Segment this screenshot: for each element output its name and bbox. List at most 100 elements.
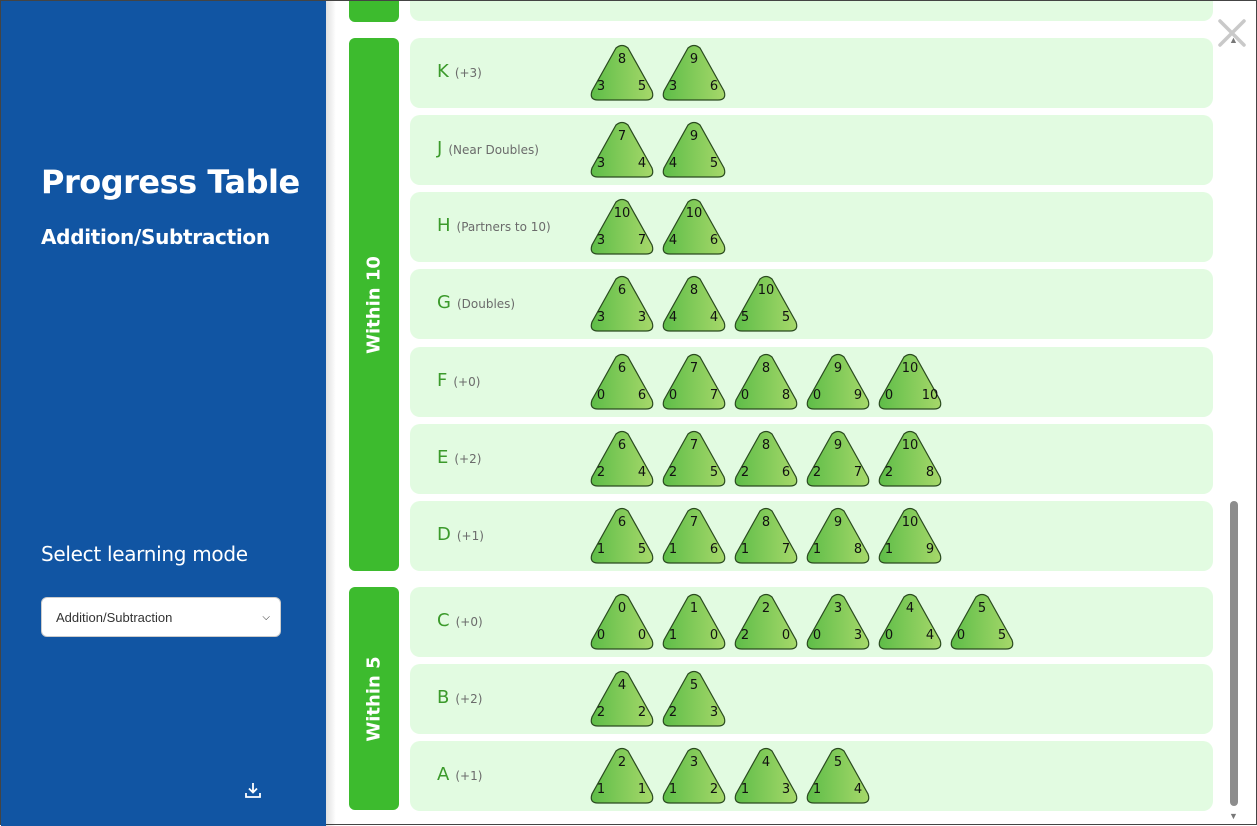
triangle-sum: 2 (761, 601, 771, 616)
triangle-addend-left: 3 (596, 310, 606, 325)
learning-mode-select[interactable]: Addition/Subtraction ⌵ (41, 597, 281, 637)
triangle-addend-left: 2 (740, 465, 750, 480)
triangle-shape (806, 430, 870, 487)
scroll-down-icon[interactable]: ▼ (1229, 811, 1238, 821)
close-icon[interactable] (1216, 17, 1248, 49)
triangle-shape (662, 198, 726, 255)
triangle-addend-right: 7 (709, 388, 719, 403)
triangle-addend-left: 0 (668, 388, 678, 403)
triangle-shape (806, 507, 870, 564)
group-bar-within-5: Within 5 (349, 587, 399, 810)
triangle-addend-right: 4 (925, 628, 935, 643)
triangle-addend-right: 6 (709, 79, 719, 94)
triangle-sum: 5 (689, 678, 699, 693)
triangle-shape (878, 353, 942, 410)
row-strategy-note: (+2) (454, 452, 482, 466)
triangle-shape (806, 353, 870, 410)
fact-triangle[interactable]: 10 4 6 (660, 198, 728, 258)
triangle-shape (734, 353, 798, 410)
triangle-shape (590, 747, 654, 804)
triangle-shape (734, 275, 798, 332)
triangle-sum: 9 (689, 52, 699, 67)
fact-triangle[interactable]: 10 2 8 (876, 430, 944, 490)
triangle-addend-right: 4 (709, 310, 719, 325)
triangle-addend-left: 2 (596, 465, 606, 480)
scroll-up-icon[interactable]: ▲ (1229, 35, 1238, 45)
scrollbar-thumb[interactable] (1230, 501, 1238, 806)
triangle-sum: 10 (685, 206, 703, 221)
table-row: D (+1) 6 1 5 7 1 6 8 1 7 9 1 8 10 1 9 (410, 501, 1213, 571)
table-row: K (+3) 8 3 5 9 3 6 (410, 38, 1213, 108)
fact-triangle[interactable]: 10 5 5 (732, 275, 800, 335)
triangle-shape (590, 593, 654, 650)
triangle-addend-right: 0 (637, 628, 647, 643)
table-row: A (+1) 2 1 1 3 1 2 4 1 3 5 1 4 (410, 741, 1213, 811)
triangle-addend-left: 2 (884, 465, 894, 480)
triangle-addend-right: 9 (853, 388, 863, 403)
row-letter: F (437, 370, 448, 391)
table-row-partial (410, 1, 1213, 21)
triangle-shape (590, 670, 654, 727)
triangle-shape (662, 275, 726, 332)
triangle-shape (662, 593, 726, 650)
fact-triangle[interactable]: 10 3 7 (588, 198, 656, 258)
group-label: Within 10 (363, 255, 385, 354)
row-strategy-note: (+0) (453, 375, 481, 389)
triangle-addend-left: 0 (956, 628, 966, 643)
triangle-shape (734, 430, 798, 487)
triangle-shape (662, 121, 726, 178)
triangle-sum: 0 (617, 601, 627, 616)
fact-triangle[interactable]: 10 0 10 (876, 353, 944, 413)
table-row: B (+2) 4 2 2 5 2 3 (410, 664, 1213, 734)
group-bar-partial (349, 1, 399, 22)
row-strategy-note: (+1) (456, 529, 484, 543)
row-letter: B (437, 687, 450, 708)
fact-triangle[interactable]: 10 1 9 (876, 507, 944, 567)
page-title: Progress Table (41, 163, 300, 201)
triangle-addend-right: 6 (709, 542, 719, 557)
triangle-addend-right: 9 (925, 542, 935, 557)
triangle-addend-right: 7 (781, 542, 791, 557)
triangle-shape (590, 507, 654, 564)
triangle-addend-right: 5 (709, 156, 719, 171)
triangle-addend-right: 3 (709, 705, 719, 720)
sidebar: Progress Table Addition/Subtraction Sele… (1, 1, 326, 826)
triangle-sum: 8 (617, 52, 627, 67)
triangle-sum: 9 (833, 361, 843, 376)
triangle-shape (662, 670, 726, 727)
table-row: E (+2) 6 2 4 7 2 5 8 2 6 9 2 7 10 2 8 (410, 424, 1213, 494)
row-letter: G (437, 292, 451, 313)
download-icon[interactable] (244, 781, 262, 799)
chevron-down-icon: ⌵ (262, 611, 270, 623)
